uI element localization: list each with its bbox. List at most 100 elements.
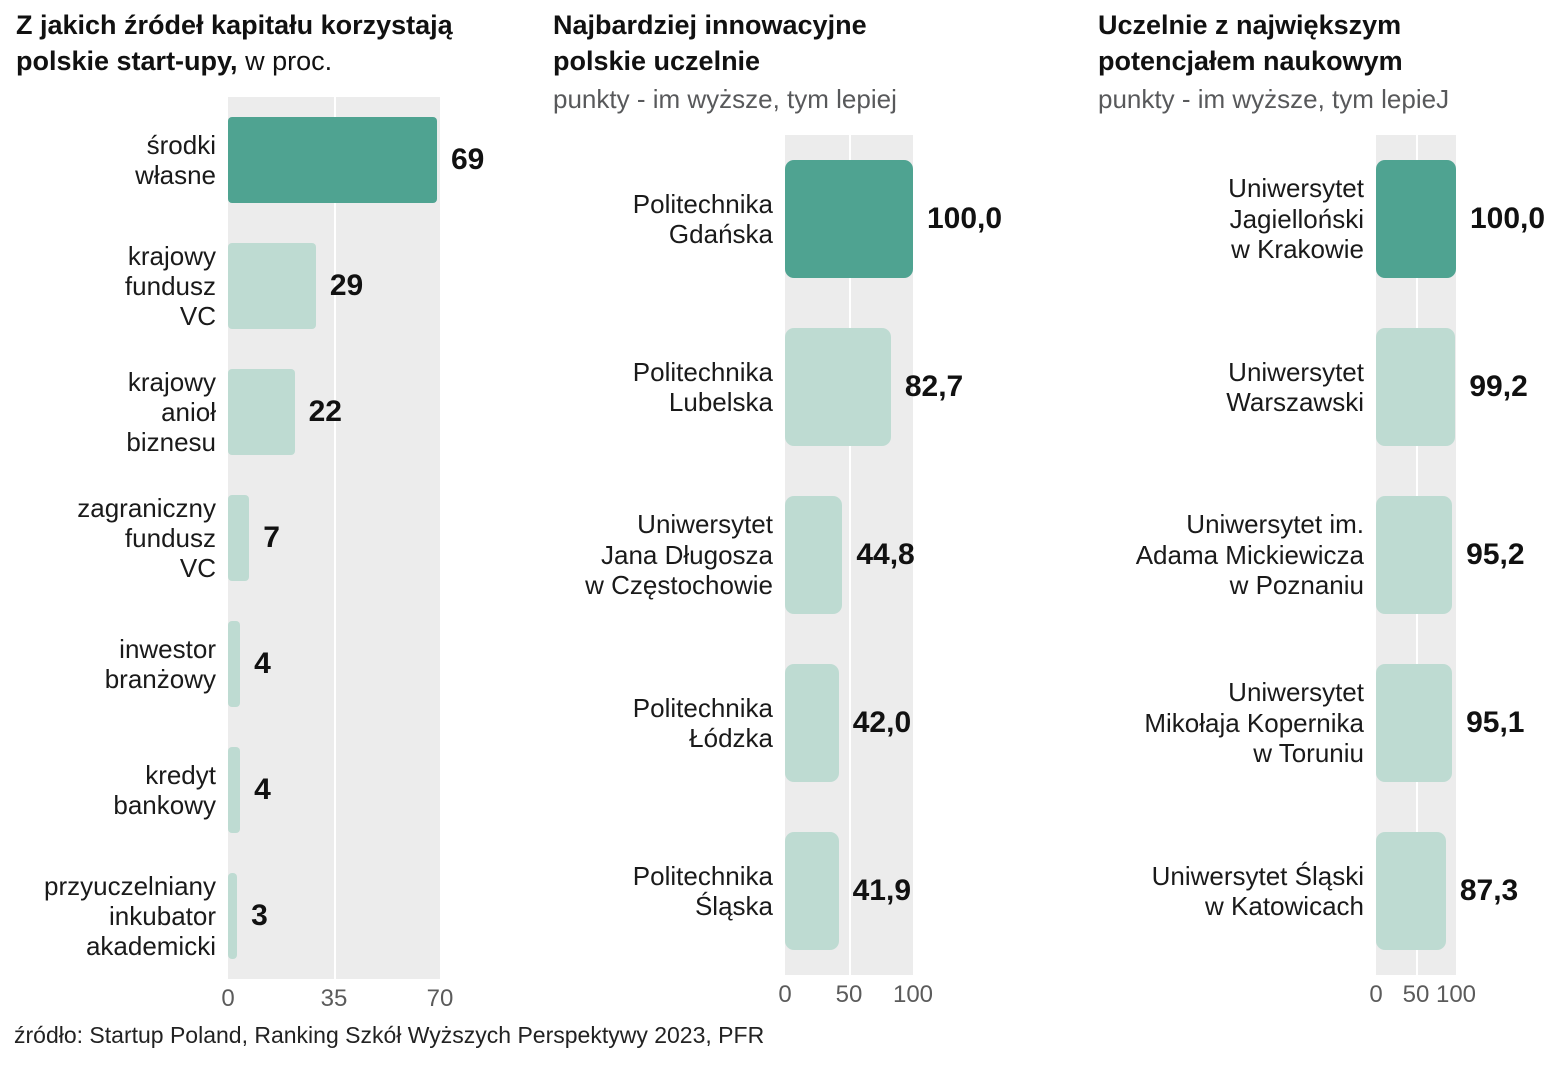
bar — [1376, 160, 1456, 279]
bar-track: 4 — [228, 747, 440, 834]
x-tick: 100 — [892, 981, 934, 1009]
category-label: Uniwersytet Mikołaja Kopernika w Toruniu — [1144, 677, 1364, 769]
category-label: Uniwersytet Warszawski — [1226, 356, 1364, 418]
bar-row: przyuczelniany inkubator akademicki 3 — [16, 853, 521, 979]
bar — [1376, 328, 1456, 447]
value-label: 7 — [263, 521, 280, 555]
bar — [785, 328, 891, 447]
source-note: źródło: Startup Poland, Ranking Szkół Wy… — [14, 1022, 765, 1048]
value-label: 95,1 — [1466, 706, 1525, 740]
x-tick: 0 — [1369, 981, 1383, 1009]
bar — [228, 747, 241, 834]
chart-capital-sources: Z jakich źródeł kapitału korzystają pols… — [16, 8, 521, 1015]
chart-title: Uczelnie z największym potencjałem nauko… — [1098, 8, 1480, 79]
value-label: 87,3 — [1459, 874, 1519, 908]
bar-row: krajowy fundusz VC 29 — [16, 223, 521, 349]
bar-row: Politechnika Lubelska 82,7 — [553, 303, 1033, 471]
bar-track: 42,0 — [785, 664, 913, 783]
bar-track: 44,8 — [785, 496, 915, 615]
plot-area: Politechnika Gdańska 100,0 Politechnika Lu… — [553, 135, 1033, 976]
category-label: Uniwersytet Jagielloński w Krakowie — [1228, 173, 1364, 265]
bar — [785, 664, 839, 783]
value-label: 41,9 — [852, 874, 912, 908]
chart-title: Najbardziej innowacyjne polskie uczelnie — [553, 8, 925, 79]
bar — [228, 369, 295, 456]
bar-track: 69 — [228, 117, 484, 204]
chart-title-suffix: w proc. — [237, 45, 333, 76]
x-tick: 70 — [426, 985, 454, 1013]
category-label: kredyt bankowy — [113, 759, 216, 821]
bar-track: 100,0 — [1376, 160, 1545, 279]
bar — [228, 621, 241, 708]
bar-track: 7 — [228, 495, 440, 582]
category-label: Politechnika Śląska — [632, 860, 773, 922]
bar — [228, 117, 437, 204]
chart-innovative-universities: Najbardziej innowacyjne polskie uczelnie… — [553, 8, 1033, 1011]
category-label: Uniwersytet im. Adama Mickiewicza w Pozn… — [1135, 509, 1364, 601]
value-label: 95,2 — [1466, 538, 1525, 572]
bar-track: 95,2 — [1376, 496, 1525, 615]
bar-row: Politechnika Śląska 41,9 — [553, 807, 1033, 975]
x-tick: 50 — [835, 981, 863, 1009]
value-label: 82,7 — [904, 370, 964, 404]
value-label: 4 — [254, 773, 271, 807]
chart-title-bold: Najbardziej innowacyjne polskie uczelnie — [553, 10, 867, 76]
bar-row: Politechnika Gdańska 100,0 — [553, 135, 1033, 303]
bar-row: środki własne 69 — [16, 97, 521, 223]
plot-area: Uniwersytet Jagielloński w Krakowie 100,0… — [1098, 135, 1556, 976]
bar-track: 100,0 — [785, 160, 1002, 279]
bar — [228, 243, 316, 330]
gridline — [849, 135, 851, 976]
category-label: krajowy fundusz VC — [124, 240, 216, 332]
chart-scientific-potential: Uczelnie z największym potencjałem nauko… — [1098, 8, 1556, 1011]
x-tick: 50 — [1402, 981, 1430, 1009]
bar-track: 22 — [228, 369, 440, 456]
bar — [1376, 664, 1453, 783]
bar-row: Uniwersytet Jana Długosza w Częstochowie… — [553, 471, 1033, 639]
bar-track: 99,2 — [1376, 328, 1528, 447]
x-axis-ticks: 0 50 100 — [778, 975, 933, 1011]
value-label: 44,8 — [856, 538, 915, 572]
value-label: 99,2 — [1469, 370, 1528, 404]
category-label: Politechnika Gdańska — [632, 188, 773, 250]
gridline — [334, 97, 336, 980]
bar-row: Politechnika Łódzka 42,0 — [553, 639, 1033, 807]
bar — [785, 832, 839, 951]
chart-subtitle: punkty - im wyższe, tym lepiej — [553, 84, 897, 115]
bar — [228, 873, 238, 960]
x-tick: 0 — [221, 985, 235, 1013]
bar-row: krajowy anioł biznesu 22 — [16, 349, 521, 475]
category-label: Uniwersytet Śląski w Katowicach — [1151, 860, 1364, 922]
x-axis-ticks: 0 50 100 — [1369, 975, 1476, 1011]
bar — [785, 496, 843, 615]
x-tick: 0 — [778, 981, 792, 1009]
bar-row: Uniwersytet Warszawski 99,2 — [1098, 303, 1556, 471]
bar-row: inwestor branżowy 4 — [16, 601, 521, 727]
bar-track: 41,9 — [785, 832, 913, 951]
chart-title: Z jakich źródeł kapitału korzystają pols… — [16, 8, 508, 79]
category-label: krajowy anioł biznesu — [126, 366, 216, 458]
bar — [1376, 832, 1446, 951]
category-label: zagraniczny fundusz VC — [77, 492, 216, 584]
bar-row: Uniwersytet im. Adama Mickiewicza w Pozn… — [1098, 471, 1556, 639]
bar — [785, 160, 913, 279]
category-label: inwestor branżowy — [104, 633, 216, 695]
category-label: Uniwersytet Jana Długosza w Częstochowie — [585, 509, 773, 601]
value-label: 4 — [254, 647, 271, 681]
category-label: Politechnika Łódzka — [632, 692, 773, 754]
bar-track: 82,7 — [785, 328, 963, 447]
chart-title-bold: Uczelnie z największym potencjałem nauko… — [1098, 10, 1403, 76]
plot-area: środki własne 69 krajowy fundusz VC 29 krajo… — [16, 97, 521, 980]
bar-track: 4 — [228, 621, 440, 708]
bar-track: 3 — [228, 873, 440, 960]
bar-row: Uniwersytet Śląski w Katowicach 87,3 — [1098, 807, 1556, 975]
x-tick: 100 — [1435, 981, 1477, 1009]
bar-track: 87,3 — [1376, 832, 1518, 951]
value-label: 100,0 — [927, 202, 1003, 236]
category-label: przyuczelniany inkubator akademicki — [44, 870, 216, 962]
bar-row: Uniwersytet Mikołaja Kopernika w Toruniu… — [1098, 639, 1556, 807]
bar-track: 95,1 — [1376, 664, 1524, 783]
x-axis-ticks: 0 35 70 — [221, 979, 453, 1015]
chart-title-bold: Z jakich źródeł kapitału korzystają pols… — [16, 10, 453, 76]
bar-row: kredyt bankowy 4 — [16, 727, 521, 853]
